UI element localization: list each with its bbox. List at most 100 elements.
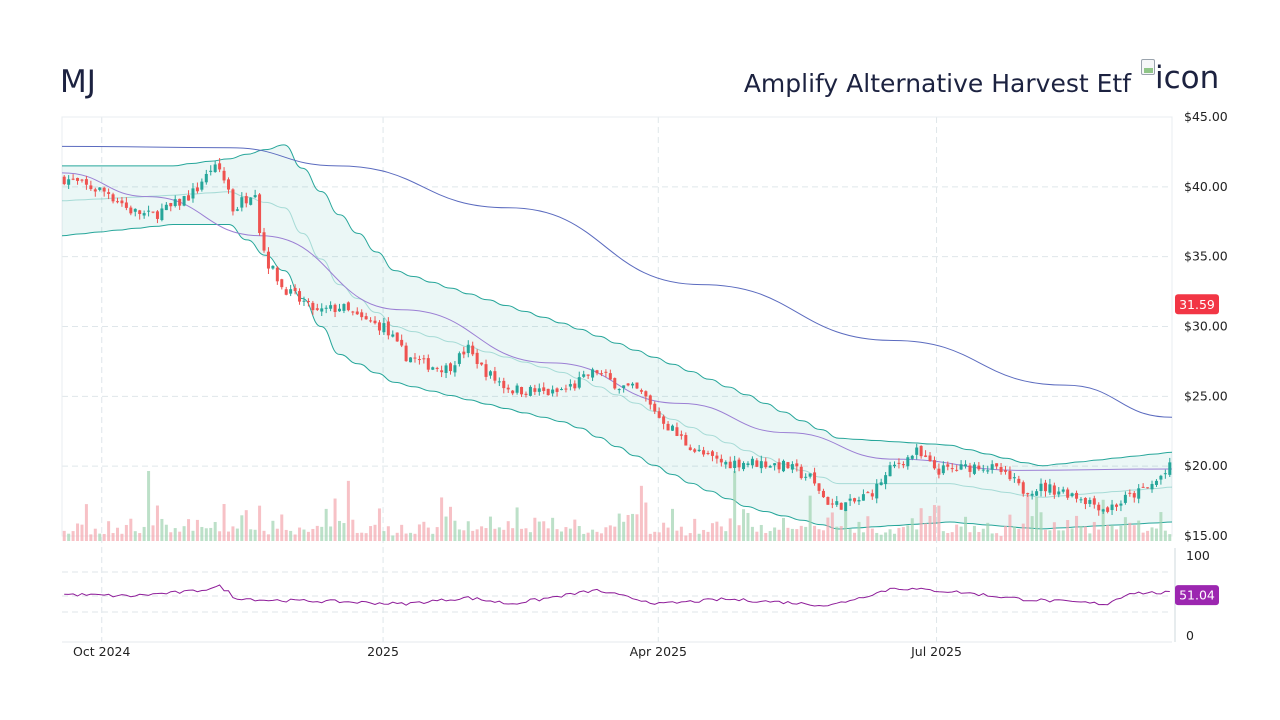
candle-body [808, 473, 812, 477]
volume-bar [568, 528, 572, 541]
volume-bar [377, 508, 381, 541]
candle-body [369, 320, 373, 322]
candle-body [941, 465, 945, 474]
candle-body [950, 468, 954, 470]
volume-bar [515, 507, 519, 541]
volume-bar [893, 533, 896, 541]
candle-body [1039, 483, 1043, 492]
time-tick-label: 2025 [367, 644, 399, 659]
candle-body [599, 373, 603, 375]
candle-body [537, 388, 541, 392]
volume-bar [1021, 523, 1025, 541]
time-tick-label: Apr 2025 [630, 644, 687, 659]
volume-bar [209, 527, 213, 541]
candle-body [857, 500, 861, 502]
volume-bar [1004, 525, 1007, 541]
candle-body [777, 462, 781, 470]
volume-bar [542, 521, 546, 541]
volume-bar [462, 530, 466, 541]
volume-bar [475, 529, 479, 541]
candle-body [968, 465, 972, 472]
volume-bar [795, 529, 799, 541]
volume-bar [422, 521, 426, 541]
candle-body [382, 323, 386, 333]
volume-bar [715, 521, 719, 541]
volume-bar [275, 528, 279, 541]
time-tick-label: Oct 2024 [73, 644, 130, 659]
volume-bar [413, 533, 417, 541]
volume-bar [1048, 530, 1052, 541]
broken-image-icon [1141, 59, 1155, 75]
candle-body [324, 307, 328, 309]
volume-bar [457, 529, 461, 541]
volume-bar [693, 518, 697, 541]
candle-body [786, 462, 790, 469]
volume-bar [1159, 512, 1163, 541]
candle-body [604, 371, 608, 373]
candle-body [884, 475, 888, 485]
volume-bar [493, 528, 497, 541]
candle-body [555, 388, 559, 392]
volume-bar [1026, 495, 1030, 541]
candle-body [404, 345, 408, 362]
candle-body [595, 370, 599, 374]
candle-body [204, 173, 208, 183]
candle-body [453, 365, 457, 373]
volume-bar [169, 532, 173, 541]
candle-body [622, 385, 626, 388]
volume-bar [1017, 529, 1021, 541]
candle-body [653, 403, 657, 412]
volume-bar [364, 533, 368, 541]
volume-bar [355, 532, 359, 541]
candle-body [209, 170, 213, 172]
candle-body [1057, 491, 1061, 495]
candle-body [684, 435, 688, 446]
candle-body [848, 498, 852, 501]
volume-bar [861, 532, 865, 541]
sma-long-line [61, 145, 1173, 418]
candle-body [93, 189, 97, 192]
volume-bar [1039, 512, 1043, 541]
chart-grid [61, 116, 1173, 643]
candle-body [666, 423, 670, 431]
volume-bar [1146, 530, 1150, 541]
candle-body [542, 387, 546, 391]
candle-body [1106, 507, 1110, 512]
candle-body [84, 179, 88, 185]
candle-body [302, 300, 306, 302]
candle-body [1066, 489, 1070, 498]
volume-bar [80, 524, 84, 541]
volume-bar [764, 532, 768, 541]
volume-bar [950, 532, 954, 541]
candle-body [342, 304, 346, 311]
rsi-value-badge [1175, 585, 1219, 606]
volume-bar [360, 532, 364, 541]
candle-body [981, 469, 985, 471]
price-tick-label: $20.00 [1184, 458, 1228, 473]
candle-body [1097, 504, 1101, 511]
candle-body [524, 393, 528, 395]
candle-body [910, 455, 914, 459]
candle-body [182, 196, 186, 206]
volume-bar [866, 516, 870, 541]
volume-bar [342, 523, 346, 541]
candle-body [1021, 482, 1025, 494]
candle-body [333, 304, 337, 313]
candle-body [107, 192, 111, 194]
price-tick-label: $15.00 [1184, 528, 1228, 543]
candle-body [449, 363, 452, 372]
volume-bar [728, 518, 732, 541]
volume-bar [120, 533, 124, 541]
volume-bar [497, 527, 501, 541]
volume-bar [284, 529, 288, 541]
candle-body [76, 177, 80, 181]
volume-bar [582, 533, 586, 541]
volume-bar [315, 525, 319, 541]
volume-bar [888, 529, 892, 541]
candle-body [1101, 509, 1105, 512]
volume-bar [995, 533, 999, 541]
volume-bar [533, 517, 537, 541]
candle-body [1043, 482, 1047, 492]
volume-bar [1097, 529, 1101, 541]
